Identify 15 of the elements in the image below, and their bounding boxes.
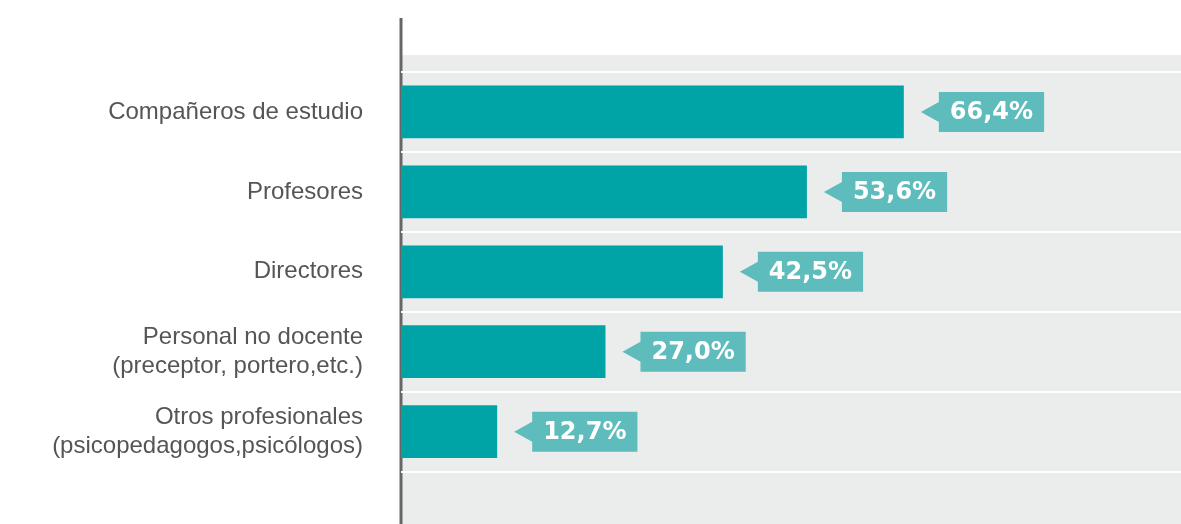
y-tick-label: Personal no docente (preceptor, portero,etc.) <box>112 321 363 378</box>
data-label: 12,7% <box>543 416 627 445</box>
data-label: 66,4% <box>949 97 1034 126</box>
y-tick-label: Directores <box>253 256 363 284</box>
data-label: 27,0% <box>651 336 735 365</box>
y-tick-label: Otros profesionales (psicopedagogos,psicólogos) <box>52 401 363 458</box>
bar <box>401 325 606 379</box>
data-label: 53,6% <box>852 177 937 206</box>
data-label: 42,5% <box>768 257 853 286</box>
bar <box>401 85 904 139</box>
y-tick-label: Profesores <box>246 176 363 204</box>
bar <box>401 405 498 459</box>
y-tick-label: Compañeros de estudio <box>108 96 363 124</box>
bar <box>401 245 723 299</box>
bar <box>401 165 807 219</box>
